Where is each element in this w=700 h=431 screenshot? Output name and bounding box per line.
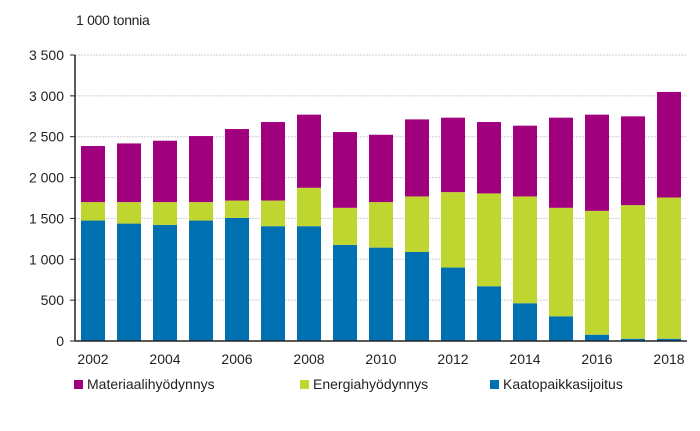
- bar-segment-materiaalihyödynnys: [405, 119, 429, 197]
- bar-segment-kaatopaikkasijoitus: [513, 303, 537, 341]
- bar-segment-kaatopaikkasijoitus: [405, 251, 429, 341]
- bar-segment-energiahyödynnys: [297, 187, 321, 227]
- legend-label: Energiahyödynnys: [313, 376, 429, 392]
- bar-segment-kaatopaikkasijoitus: [549, 316, 573, 341]
- bar-segment-kaatopaikkasijoitus: [369, 247, 393, 341]
- bar-segment-energiahyödynnys: [585, 210, 609, 335]
- bar-segment-materiaalihyödynnys: [189, 136, 213, 203]
- legend-item-energiahyodynnys: Energiahyödynnys: [300, 376, 428, 392]
- y-tick-label: 1 500: [29, 210, 64, 226]
- bar-segment-energiahyödynnys: [477, 193, 501, 287]
- bar-segment-materiaalihyödynnys: [261, 122, 285, 201]
- bar-segment-kaatopaikkasijoitus: [117, 223, 141, 341]
- y-tick-label: 3 000: [29, 88, 64, 104]
- bar-segment-energiahyödynnys: [657, 197, 681, 339]
- bar-segment-materiaalihyödynnys: [657, 91, 681, 198]
- x-tick-label: 2008: [293, 351, 324, 367]
- bar-segment-kaatopaikkasijoitus: [225, 217, 249, 341]
- bar-segment-kaatopaikkasijoitus: [477, 286, 501, 341]
- bar-segment-energiahyödynnys: [261, 200, 285, 227]
- x-tick-label: 2018: [653, 351, 684, 367]
- bar-segment-energiahyödynnys: [333, 207, 357, 245]
- y-tick-label: 0: [56, 333, 64, 349]
- y-tick-label: 3 500: [29, 47, 64, 63]
- bar-segment-energiahyödynnys: [189, 202, 213, 221]
- bar-segment-materiaalihyödynnys: [117, 143, 141, 203]
- bar-segment-energiahyödynnys: [117, 202, 141, 224]
- bar-segment-kaatopaikkasijoitus: [261, 226, 285, 341]
- bar-segment-kaatopaikkasijoitus: [81, 220, 105, 341]
- bar-segment-kaatopaikkasijoitus: [153, 224, 177, 341]
- bar-segment-materiaalihyödynnys: [621, 116, 645, 206]
- bar-segment-materiaalihyödynnys: [225, 129, 249, 201]
- x-tick-label: 2012: [437, 351, 468, 367]
- bar-segment-kaatopaikkasijoitus: [657, 338, 681, 341]
- x-tick-label: 2002: [77, 351, 108, 367]
- legend-label: Materiaalihyödynnys: [87, 376, 215, 392]
- bar-segment-kaatopaikkasijoitus: [585, 334, 609, 341]
- legend-swatch: [74, 379, 83, 389]
- legend-swatch: [490, 379, 499, 389]
- x-tick-label: 2014: [509, 351, 540, 367]
- bar-segment-kaatopaikkasijoitus: [441, 267, 465, 341]
- bar-segment-materiaalihyödynnys: [513, 125, 537, 197]
- x-tick-label: 2006: [221, 351, 252, 367]
- x-tick-label: 2016: [581, 351, 612, 367]
- bar-segment-energiahyödynnys: [81, 202, 105, 221]
- x-tick-label: 2010: [365, 351, 396, 367]
- bar-segment-energiahyödynnys: [369, 202, 393, 248]
- bar-segment-materiaalihyödynnys: [81, 146, 105, 203]
- bar-segment-energiahyödynnys: [621, 205, 645, 339]
- bar-segment-kaatopaikkasijoitus: [297, 226, 321, 341]
- bar-segment-energiahyödynnys: [549, 207, 573, 317]
- bar-segment-materiaalihyödynnys: [477, 122, 501, 194]
- bar-segment-kaatopaikkasijoitus: [189, 220, 213, 341]
- bar-segment-kaatopaikkasijoitus: [333, 244, 357, 341]
- y-tick-label: 2 500: [29, 129, 64, 145]
- bar-segment-materiaalihyödynnys: [369, 134, 393, 203]
- bar-segment-materiaalihyödynnys: [549, 117, 573, 208]
- bar-segment-materiaalihyödynnys: [441, 117, 465, 193]
- legend-swatch: [300, 379, 309, 389]
- bar-segment-energiahyödynnys: [405, 196, 429, 252]
- y-tick-label: 500: [41, 292, 65, 308]
- bar-segment-materiaalihyödynnys: [297, 114, 321, 188]
- bar-segment-energiahyödynnys: [225, 200, 249, 218]
- bar-segment-materiaalihyödynnys: [153, 140, 177, 203]
- legend-item-materiaalihyodynnys: Materiaalihyödynnys: [74, 376, 215, 392]
- y-tick-label: 2 000: [29, 170, 64, 186]
- y-axis-unit-label: 1 000 tonnia: [76, 12, 150, 28]
- bar-segment-kaatopaikkasijoitus: [621, 338, 645, 341]
- bar-segment-energiahyödynnys: [153, 202, 177, 225]
- bar-segment-energiahyödynnys: [513, 196, 537, 304]
- bar-segment-materiaalihyödynnys: [585, 114, 609, 211]
- y-tick-label: 1 000: [29, 251, 64, 267]
- x-tick-label: 2004: [149, 351, 180, 367]
- bar-segment-energiahyödynnys: [441, 192, 465, 268]
- bar-segment-materiaalihyödynnys: [333, 132, 357, 208]
- legend-item-kaatopaikkasijoitus: Kaatopaikkasijoitus: [490, 376, 623, 392]
- legend-label: Kaatopaikkasijoitus: [503, 376, 623, 392]
